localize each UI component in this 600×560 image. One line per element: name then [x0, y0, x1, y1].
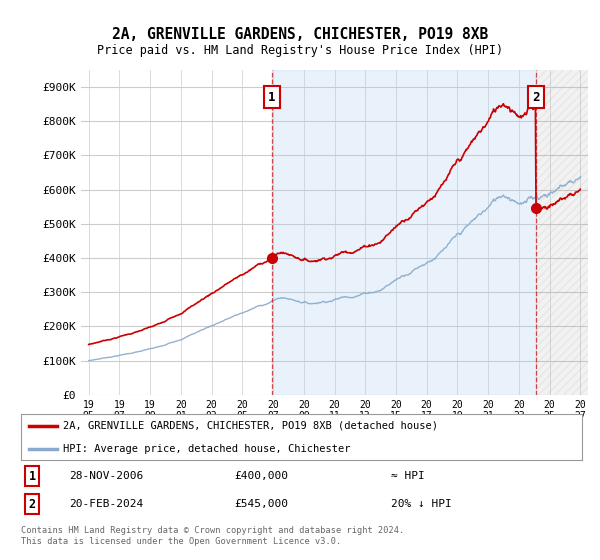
Text: 2: 2: [532, 91, 540, 104]
Bar: [272, 70, 536, 395]
Text: 28-NOV-2006: 28-NOV-2006: [68, 471, 143, 481]
Text: 1: 1: [29, 469, 36, 483]
Text: 1: 1: [268, 91, 275, 104]
Text: 2A, GRENVILLE GARDENS, CHICHESTER, PO19 8XB: 2A, GRENVILLE GARDENS, CHICHESTER, PO19 …: [112, 27, 488, 42]
Bar: [536, 70, 588, 395]
Text: 2: 2: [29, 498, 36, 511]
Text: 20-FEB-2024: 20-FEB-2024: [68, 500, 143, 509]
Text: 2A, GRENVILLE GARDENS, CHICHESTER, PO19 8XB (detached house): 2A, GRENVILLE GARDENS, CHICHESTER, PO19 …: [63, 421, 438, 431]
Text: £545,000: £545,000: [234, 500, 288, 509]
Text: HPI: Average price, detached house, Chichester: HPI: Average price, detached house, Chic…: [63, 444, 350, 454]
Text: Contains HM Land Registry data © Crown copyright and database right 2024.
This d: Contains HM Land Registry data © Crown c…: [21, 526, 404, 546]
Text: Price paid vs. HM Land Registry's House Price Index (HPI): Price paid vs. HM Land Registry's House …: [97, 44, 503, 57]
Text: ≈ HPI: ≈ HPI: [391, 471, 425, 481]
Text: 20% ↓ HPI: 20% ↓ HPI: [391, 500, 452, 509]
Text: £400,000: £400,000: [234, 471, 288, 481]
